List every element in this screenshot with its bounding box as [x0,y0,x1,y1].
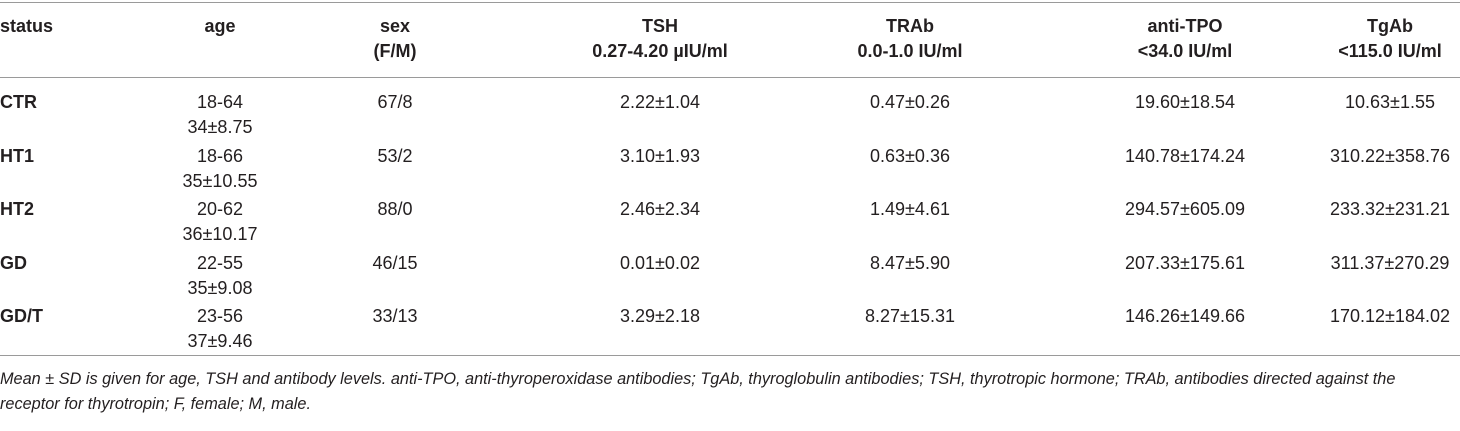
table-row: HT2 20-62 36±10.17 88/0 2.46±2.34 1.49±4… [0,197,1460,251]
header-age: age [204,16,236,36]
cell-tgab: 311.37±270.29 [1330,252,1450,273]
table-header-rule [0,77,1460,78]
header-tsh: TSH 0.27-4.20 µIU/ml [592,16,728,61]
cell-sex: 46/15 [372,252,418,273]
cell-age: 22-55 35±9.08 [120,251,320,301]
table-row: GD 22-55 35±9.08 46/15 0.01±0.02 8.47±5.… [0,251,1460,305]
cell-status: HT1 [0,145,35,166]
table-row: CTR 18-64 34±8.75 67/8 2.22±1.04 0.47±0.… [0,90,1460,144]
cell-age-mean: 35±9.08 [187,277,253,298]
cell-anti-tpo: 146.26±149.66 [1125,306,1245,326]
header-trab: TRAb 0.0-1.0 IU/ml [857,16,963,61]
cell-age-range: 18-66 [196,145,244,166]
cell-age-mean: 36±10.17 [182,224,258,244]
cell-tgab: 10.63±1.55 [1345,92,1435,112]
cell-status: GD/T [0,306,43,326]
cell-tgab: 233.32±231.21 [1330,199,1450,219]
cell-age: 23-56 37±9.46 [120,304,320,354]
cell-trab: 8.47±5.90 [870,252,950,273]
cell-status: CTR [0,92,37,112]
cell-age-range: 22-55 [196,252,244,273]
cell-age-range: 18-64 [196,92,244,112]
cell-tsh: 3.10±1.93 [620,145,700,166]
cell-age: 20-62 36±10.17 [120,197,320,247]
cell-age: 18-64 34±8.75 [120,90,320,140]
header-tgab: TgAb <115.0 IU/ml [1338,16,1442,61]
cell-age-mean: 37±9.46 [187,331,253,351]
cell-anti-tpo: 140.78±174.24 [1125,145,1245,166]
table-top-rule [0,2,1460,3]
cell-age-range: 20-62 [196,199,244,219]
table-bottom-rule [0,355,1460,356]
table-row: HT1 18-66 35±10.55 53/2 3.10±1.93 0.63±0… [0,144,1460,198]
cell-tsh: 2.46±2.34 [620,199,700,219]
header-anti-tpo: anti-TPO <34.0 IU/ml [1137,16,1233,61]
cell-age-mean: 34±8.75 [187,117,253,137]
cell-age-range: 23-56 [196,306,244,326]
table-footnote: Mean ± SD is given for age, TSH and anti… [0,370,1396,413]
cell-trab: 1.49±4.61 [870,199,950,219]
cell-tgab: 170.12±184.02 [1330,306,1450,326]
cell-tgab: 310.22±358.76 [1330,145,1450,166]
cell-status: HT2 [0,199,35,219]
table-body: CTR 18-64 34±8.75 67/8 2.22±1.04 0.47±0.… [0,90,1460,358]
cell-anti-tpo: 19.60±18.54 [1135,92,1235,112]
cell-trab: 8.27±15.31 [865,306,955,326]
cell-anti-tpo: 294.57±605.09 [1125,199,1245,219]
header-status: status [0,16,54,36]
cell-tsh: 2.22±1.04 [620,92,700,112]
cell-status: GD [0,252,27,273]
cell-sex: 88/0 [377,199,413,219]
cell-sex: 33/13 [372,306,418,326]
cell-trab: 0.63±0.36 [870,145,950,166]
header-sex: sex (F/M) [373,16,417,61]
table-header-row: status age sex (F/M) TSH 0.27-4.20 µIU/m… [0,14,1460,70]
cell-anti-tpo: 207.33±175.61 [1125,252,1245,273]
cell-tsh: 0.01±0.02 [620,252,700,273]
cell-age: 18-66 35±10.55 [120,144,320,194]
cell-age-mean: 35±10.55 [182,170,258,191]
table-row: GD/T 23-56 37±9.46 33/13 3.29±2.18 8.27±… [0,304,1460,358]
cell-tsh: 3.29±2.18 [620,306,700,326]
cell-sex: 67/8 [377,92,413,112]
cell-sex: 53/2 [377,145,413,166]
cell-trab: 0.47±0.26 [870,92,950,112]
